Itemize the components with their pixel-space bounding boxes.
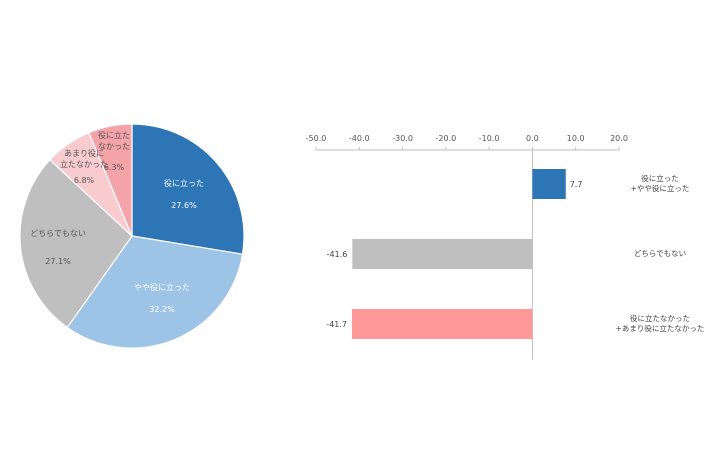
x-tick-label: -10.0 bbox=[479, 134, 500, 143]
category-label: 役に立った+やや役に立った bbox=[631, 173, 690, 193]
pie-slice-label: あまり役に立たなかった bbox=[60, 148, 108, 169]
x-tick-label: 20.0 bbox=[610, 134, 628, 143]
pie-value-label: 32.2% bbox=[149, 305, 175, 314]
pie-value-label: 6.3% bbox=[104, 163, 125, 172]
category-label: 役に立たなかった+あまり役に立たなかった bbox=[616, 313, 705, 333]
pie-slice-label: どちらでもない bbox=[30, 229, 86, 238]
bar bbox=[532, 169, 566, 199]
bar bbox=[351, 309, 533, 339]
x-tick-label: -50.0 bbox=[306, 134, 327, 143]
x-tick-label: -20.0 bbox=[436, 134, 457, 143]
pie-value-label: 6.8% bbox=[74, 176, 95, 185]
bar bbox=[352, 239, 533, 269]
bar-value-label: -41.7 bbox=[326, 320, 347, 329]
x-tick-label: 10.0 bbox=[567, 134, 585, 143]
pie-slice bbox=[19, 158, 133, 329]
pie-slice-label: 役に立たなかった bbox=[98, 130, 130, 151]
x-tick-label: 0.0 bbox=[526, 134, 539, 143]
x-tick-label: -30.0 bbox=[392, 134, 413, 143]
category-label: どちらでもない bbox=[634, 249, 686, 258]
pie-slice bbox=[66, 235, 244, 349]
pie-value-label: 27.6% bbox=[171, 201, 197, 210]
pie-slice-label: 役に立った bbox=[164, 178, 204, 188]
x-tick-label: -40.0 bbox=[349, 134, 370, 143]
pie-slice bbox=[131, 123, 245, 255]
pie-slice bbox=[88, 123, 133, 237]
pie-slice-label: やや役に立った bbox=[134, 282, 190, 292]
bar-value-label: 7.7 bbox=[570, 180, 583, 189]
pie-value-label: 27.1% bbox=[45, 257, 71, 266]
bar-value-label: -41.6 bbox=[327, 250, 348, 259]
